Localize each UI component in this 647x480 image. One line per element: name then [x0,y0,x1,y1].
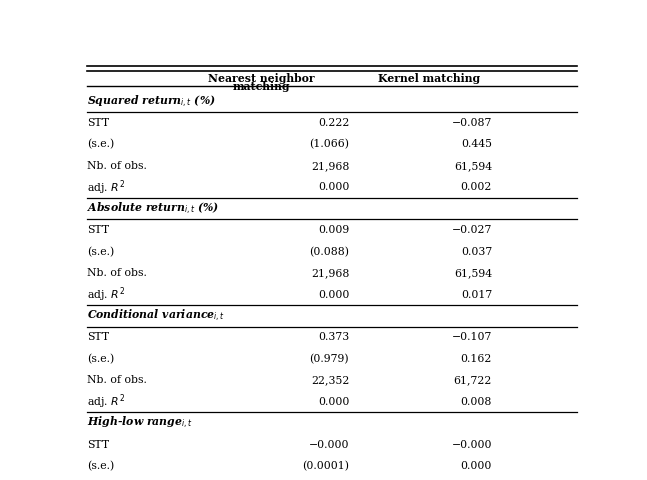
Text: (s.e.): (s.e.) [87,354,115,364]
Text: STT: STT [87,440,109,450]
Text: Conditional variance$_{i,t}$: Conditional variance$_{i,t}$ [87,308,225,324]
Text: adj. $R^2$: adj. $R^2$ [87,392,126,411]
Text: (0.0001): (0.0001) [302,461,349,471]
Text: High-low range$_{i,t}$: High-low range$_{i,t}$ [87,415,193,431]
Text: −0.107: −0.107 [452,332,492,342]
Text: −0.087: −0.087 [452,118,492,128]
Text: 0.017: 0.017 [461,289,492,300]
Text: 61,594: 61,594 [454,268,492,278]
Text: 0.002: 0.002 [461,182,492,192]
Text: STT: STT [87,332,109,342]
Text: 0.445: 0.445 [461,140,492,149]
Text: (1.066): (1.066) [309,139,349,150]
Text: Kernel matching: Kernel matching [378,73,481,84]
Text: (s.e.): (s.e.) [87,461,115,471]
Text: Nearest neighbor: Nearest neighbor [208,73,314,84]
Text: 0.008: 0.008 [461,396,492,407]
Text: STT: STT [87,225,109,235]
Text: 0.162: 0.162 [461,354,492,364]
Text: Nb. of obs.: Nb. of obs. [87,375,148,385]
Text: 0.000: 0.000 [461,461,492,471]
Text: Nb. of obs.: Nb. of obs. [87,268,148,278]
Text: 0.373: 0.373 [318,332,349,342]
Text: Squared return$_{i,t}$ (%): Squared return$_{i,t}$ (%) [87,94,216,109]
Text: 0.000: 0.000 [318,289,349,300]
Text: (0.088): (0.088) [309,247,349,257]
Text: 0.037: 0.037 [461,247,492,257]
Text: (s.e.): (s.e.) [87,139,115,150]
Text: 61,722: 61,722 [454,375,492,385]
Text: 61,594: 61,594 [454,161,492,171]
Text: (0.979): (0.979) [309,354,349,364]
Text: −0.000: −0.000 [452,440,492,450]
Text: 22,352: 22,352 [311,375,349,385]
Text: matching: matching [233,81,290,92]
Text: 21,968: 21,968 [311,161,349,171]
Text: 0.009: 0.009 [318,225,349,235]
Text: STT: STT [87,118,109,128]
Text: 21,968: 21,968 [311,268,349,278]
Text: adj. $R^2$: adj. $R^2$ [87,178,126,197]
Text: Nb. of obs.: Nb. of obs. [87,161,148,171]
Text: adj. $R^2$: adj. $R^2$ [87,285,126,304]
Text: 0.000: 0.000 [318,182,349,192]
Text: Absolute return$_{i,t}$ (%): Absolute return$_{i,t}$ (%) [87,201,220,217]
Text: (s.e.): (s.e.) [87,247,115,257]
Text: −0.000: −0.000 [309,440,349,450]
Text: −0.027: −0.027 [452,225,492,235]
Text: 0.000: 0.000 [318,396,349,407]
Text: 0.222: 0.222 [318,118,349,128]
